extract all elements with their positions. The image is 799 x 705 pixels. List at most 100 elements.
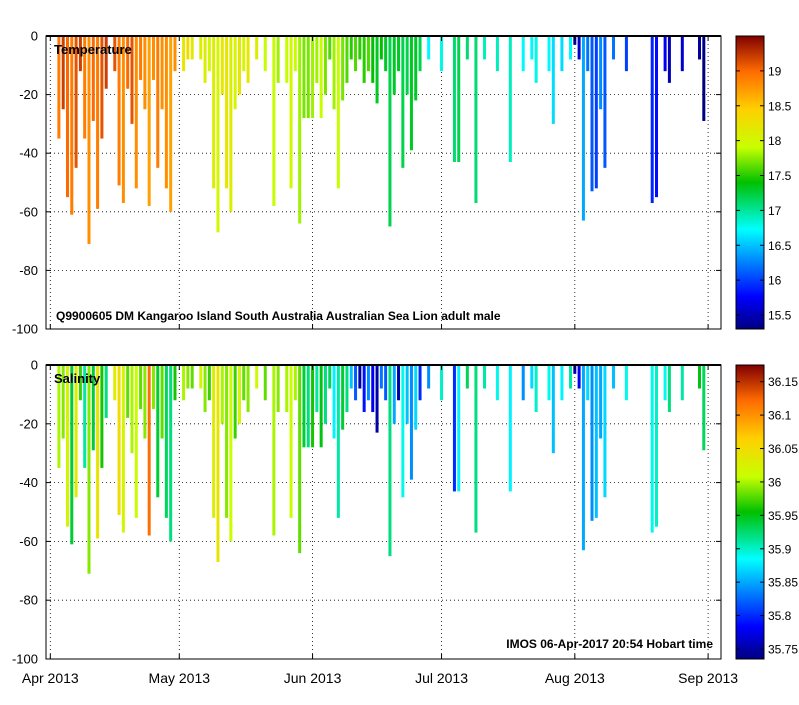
colorbar-tick-label: 35.9 (768, 542, 792, 556)
profile-bar (358, 365, 362, 389)
profile-bar (362, 365, 366, 413)
profile-bar (126, 365, 130, 418)
profile-bar (203, 36, 207, 83)
profile-bar (397, 36, 401, 72)
profile-bar (237, 36, 241, 95)
profile-bar (74, 365, 78, 498)
salinity-colorbar-scale (735, 364, 765, 660)
profile-bar (508, 36, 512, 162)
profile-bar (242, 36, 246, 72)
colorbar-tick-label: 16 (768, 274, 782, 288)
profile-bar (212, 365, 216, 518)
profile-bar (650, 365, 654, 533)
profile-bar (78, 365, 82, 401)
profile-bar (702, 365, 706, 451)
profile-bar (650, 36, 654, 204)
profile-bar (139, 36, 143, 80)
profile-bar (569, 365, 573, 389)
profile-bar (225, 365, 229, 518)
profile-bar (212, 36, 216, 189)
profile-bar (547, 36, 551, 72)
profile-bar (590, 36, 594, 192)
profile-bar (113, 365, 117, 401)
profile-bar (594, 36, 598, 189)
profile-bar (315, 365, 319, 413)
y-tick-label: -60 (19, 534, 38, 549)
profile-bar (345, 36, 349, 83)
temperature-title: Temperature (54, 42, 132, 57)
profile-bar (302, 365, 306, 448)
profile-bar (139, 365, 143, 410)
profile-bar (70, 365, 74, 545)
temperature-caption: Q9900605 DM Kangaroo Island South Austra… (56, 309, 501, 323)
profile-bar (697, 365, 702, 389)
y-tick-label: 0 (31, 29, 38, 44)
colorbar-tick-label: 36.15 (768, 375, 798, 389)
y-tick-label: -60 (19, 204, 38, 219)
profile-bar (581, 36, 585, 221)
salinity-axes-frame (45, 364, 722, 660)
profile-bar (577, 365, 581, 389)
profile-bar (255, 365, 259, 389)
profile-bar (293, 36, 297, 72)
y-tick-label: -100 (12, 322, 38, 337)
temperature-x-ticks (49, 36, 709, 329)
salinity-colorbar: 35.75 35.8 35.85 35.9 35.95 36 36.05 36.1 36.15 (735, 364, 798, 660)
profile-bar (91, 365, 95, 451)
profile-bar (405, 365, 409, 424)
profile-bar (65, 365, 70, 527)
profile-bar (599, 365, 603, 439)
y-tick-label: -100 (12, 652, 38, 667)
profile-bar (182, 36, 186, 72)
profile-bar (220, 36, 224, 95)
profile-bar (474, 365, 478, 533)
profile-bar (603, 36, 607, 168)
profile-bar (427, 36, 431, 60)
profile-bar (680, 36, 684, 72)
profile-bar (405, 36, 409, 95)
profile-bar (306, 36, 310, 119)
profile-bar (452, 36, 456, 162)
profile-bar (298, 36, 302, 224)
profile-bar (169, 365, 173, 542)
profile-bar (199, 365, 203, 389)
profile-bar (560, 365, 564, 401)
profile-bar (216, 36, 220, 233)
profile-bar (96, 36, 100, 209)
profile-bar (379, 36, 383, 60)
profile-bar (289, 365, 293, 518)
profile-bar (237, 365, 241, 424)
profile-bar (276, 365, 280, 413)
profile-bar (328, 365, 332, 389)
profile-bar (401, 365, 405, 498)
profile-bar (409, 36, 413, 151)
colorbar-tick-label: 35.95 (768, 509, 798, 523)
profile-bar (156, 365, 160, 498)
profile-bar (663, 36, 667, 72)
profile-bar (143, 365, 147, 439)
profile-bar (233, 365, 237, 439)
profile-bar (702, 36, 706, 121)
profile-bar (508, 365, 512, 492)
temperature-profiles (57, 36, 706, 245)
profile-bar (328, 36, 332, 60)
profile-bar (104, 365, 108, 418)
salinity-title: Salinity (54, 371, 101, 386)
profile-bar (104, 36, 108, 89)
profile-bar (551, 365, 555, 454)
profile-bar (242, 365, 246, 401)
profile-bar (452, 365, 456, 492)
profile-bar (130, 365, 134, 454)
profile-bar (285, 36, 289, 83)
profile-bar (130, 36, 134, 124)
profile-bar (332, 36, 336, 110)
profile-bar (375, 36, 379, 104)
profile-bar (384, 36, 388, 72)
temperature-y-axis: 0 -20 -40 -60 -80 -100 (12, 29, 721, 337)
profile-bar (263, 365, 267, 401)
profile-bar (100, 365, 104, 468)
profile-bar (586, 36, 590, 72)
profile-bar (414, 365, 418, 430)
profile-bar (547, 365, 551, 401)
profile-bar (341, 365, 345, 430)
